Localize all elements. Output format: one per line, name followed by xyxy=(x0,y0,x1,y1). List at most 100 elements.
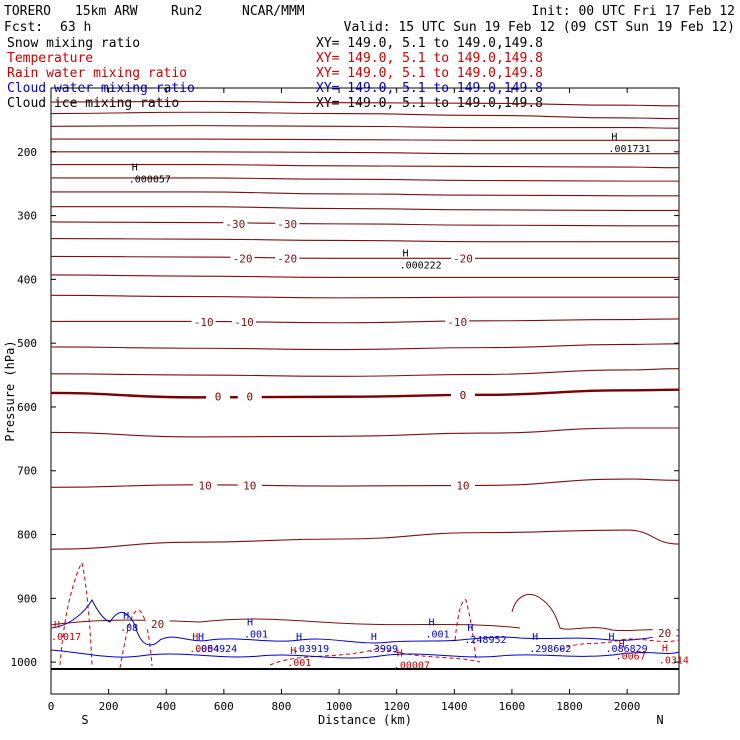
field-xy: XY= 149.0, 5.1 to 149.0,149.8 xyxy=(316,36,543,51)
temperature-contour xyxy=(50,388,680,399)
temperature-contour xyxy=(50,100,680,107)
contour-label-bg xyxy=(652,626,677,638)
contour-label: 20 xyxy=(151,618,164,631)
y-tick-label: 700 xyxy=(17,465,37,478)
contour-label: -20 xyxy=(453,252,473,265)
temperature-contour xyxy=(50,237,679,243)
extremum-value: .000057 xyxy=(129,174,171,185)
contour-labels: -30 -30 -20 -20 -20 -10 -10 -10 0 0 0 10 10 10 20 20 xyxy=(145,217,677,640)
contour-label: -20 xyxy=(233,252,253,265)
contour-label-bg xyxy=(445,316,470,328)
temperature-contour xyxy=(50,529,680,550)
contour-label-bg xyxy=(237,390,262,402)
y-tick-label: 900 xyxy=(17,592,37,605)
contour-label-bg xyxy=(237,479,262,491)
extremum-value: .000222 xyxy=(400,261,442,272)
extremum-value: .00007 xyxy=(394,661,430,672)
plot-frame xyxy=(50,87,680,695)
temperature-contours xyxy=(50,100,680,550)
temperature-contour xyxy=(50,294,679,299)
y-tick-label: 300 xyxy=(17,210,37,223)
field-name: Cloud ice mixing ratio xyxy=(7,96,179,111)
extremum-marker: H xyxy=(467,623,473,634)
contour-label: -10 xyxy=(234,316,254,329)
contour-label: 10 xyxy=(243,479,256,492)
field-name: Temperature xyxy=(7,51,93,66)
extremum-value: .298602 xyxy=(529,644,571,655)
extremum-marker: H xyxy=(532,632,538,643)
x-tick-label: 1600 xyxy=(499,700,526,713)
temperature-contour xyxy=(51,191,679,197)
y-axis-label: Pressure (hPa) xyxy=(3,340,17,441)
contour-label: -30 xyxy=(277,218,297,231)
extremum-value: .001 xyxy=(244,629,268,640)
y-tick-label: 400 xyxy=(17,273,37,286)
temperature-contour xyxy=(51,163,680,169)
field-name: Rain water mixing ratio xyxy=(7,66,187,81)
x-axis-right-end-label: N xyxy=(656,713,663,727)
low-level-hydrometeor-contours xyxy=(50,562,680,669)
contour-label-bg xyxy=(193,479,218,491)
field-legend: Snow mixing ratio XY= 149.0, 5.1 to 149.0… xyxy=(7,36,543,111)
extremum-marker: H xyxy=(290,646,296,657)
x-tick-label: 1200 xyxy=(383,700,410,713)
temperature-contour xyxy=(50,255,679,259)
extremum-marker: H xyxy=(192,632,198,643)
field-name: Snow mixing ratio xyxy=(7,36,140,51)
x-tick-label: 800 xyxy=(272,700,292,713)
rain-contour xyxy=(559,638,680,651)
contour-label: 10 xyxy=(456,479,469,492)
extremum-value: .001 xyxy=(425,629,449,640)
forecast-label: Fcst: xyxy=(4,20,43,35)
contour-label: -30 xyxy=(225,218,245,231)
rain-contour xyxy=(454,599,477,661)
extremum-value: .0054 xyxy=(189,644,219,655)
extremum-value: .03919 xyxy=(293,644,329,655)
contour-label: -10 xyxy=(194,316,214,329)
extremum-value: .08 xyxy=(120,623,138,634)
extremum-marker: H xyxy=(123,611,129,622)
temperature-contour xyxy=(50,274,679,279)
y-tick-label: 600 xyxy=(17,401,37,414)
extremum-marker: H xyxy=(609,632,615,643)
extremum-marker: H xyxy=(611,132,617,143)
extremum-marker: H xyxy=(198,632,204,643)
extremum-marker: H xyxy=(397,649,403,660)
temperature-contour xyxy=(51,151,679,155)
cloud-water-contour xyxy=(50,598,680,646)
contour-label-bg xyxy=(145,617,170,629)
extremum-value: .248952 xyxy=(464,635,506,646)
contour-label-bg xyxy=(450,252,475,264)
extremum-value: .001 xyxy=(287,658,311,669)
y-tick-label: 200 xyxy=(17,146,37,159)
field-xy: XY= 149.0, 5.1 to 149.0,149.8 xyxy=(316,66,543,81)
model-name: TORERO xyxy=(4,4,51,19)
contour-label: 0 xyxy=(246,391,253,404)
temperature-contour xyxy=(50,221,679,227)
init-time: Init: 00 UTC Fri 17 Feb 12 xyxy=(532,4,736,19)
x-axis: 0 200 400 600 800 1000 1200 1400 1600 1800 2000 xyxy=(48,88,640,713)
x-axis-left-end-label: S xyxy=(81,713,88,727)
temperature-contour xyxy=(50,343,680,351)
extremum-marker: H xyxy=(619,640,625,651)
x-tick-label: 1400 xyxy=(441,700,468,713)
cloud-water-contour xyxy=(50,649,680,659)
extremum-value: .0067 xyxy=(616,652,646,663)
rain-contour xyxy=(269,647,481,666)
temperature-contour-20 xyxy=(50,618,521,629)
extremum-marker: H xyxy=(132,162,138,173)
contour-label-bg xyxy=(232,316,257,328)
x-tick-label: 0 xyxy=(48,700,55,713)
y-tick-label: 500 xyxy=(17,337,37,350)
extremum-marker: H xyxy=(371,632,377,643)
contour-label: -20 xyxy=(277,252,297,265)
temperature-contour xyxy=(50,111,680,120)
contour-label: -10 xyxy=(447,316,467,329)
contour-label-bg xyxy=(450,479,475,491)
rain-contour xyxy=(119,609,153,669)
contour-label: 10 xyxy=(198,479,211,492)
contour-label-bg xyxy=(206,390,231,402)
extremum-value: .086829 xyxy=(606,644,648,655)
contour-label: 0 xyxy=(460,389,467,402)
